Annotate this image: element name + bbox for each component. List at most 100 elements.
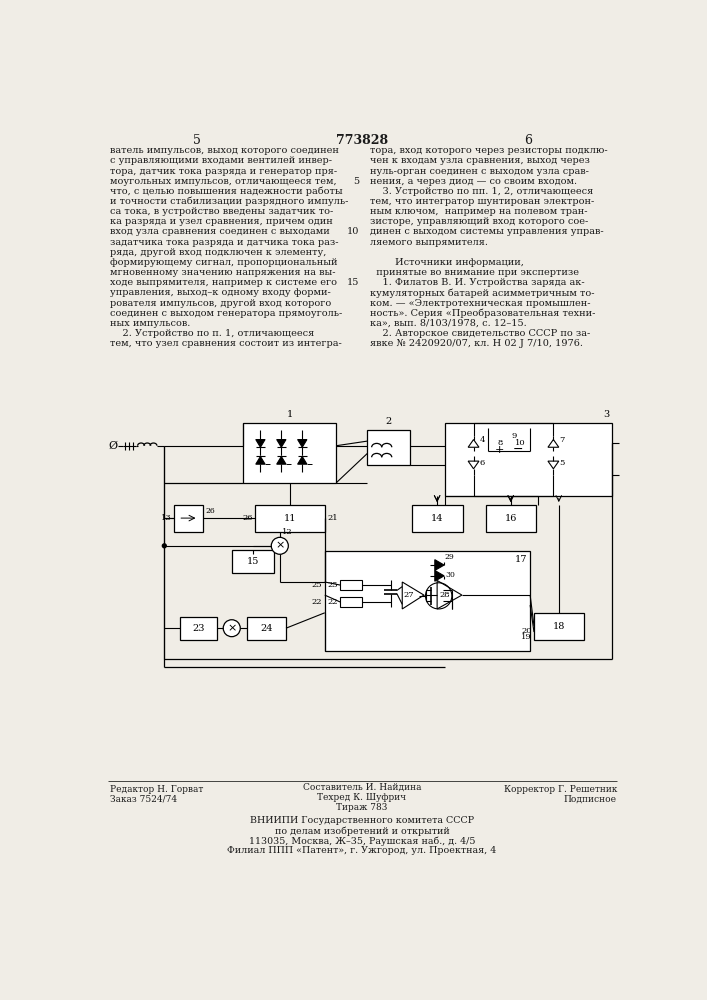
- Text: Филиал ППП «Патент», г. Ужгород, ул. Проектная, 4: Филиал ППП «Патент», г. Ужгород, ул. Про…: [228, 846, 496, 855]
- Text: явке № 2420920/07, кл. H 02 J 7/10, 1976.: явке № 2420920/07, кл. H 02 J 7/10, 1976…: [370, 339, 583, 348]
- Text: 8: 8: [498, 439, 503, 447]
- Text: 25: 25: [312, 581, 322, 589]
- Text: моугольных импульсов, отличающееся тем,: моугольных импульсов, отличающееся тем,: [110, 177, 337, 186]
- Text: 773828: 773828: [336, 134, 388, 147]
- Text: формирующему сигнал, пропорциональный: формирующему сигнал, пропорциональный: [110, 258, 337, 267]
- Text: 30: 30: [445, 571, 455, 579]
- Text: ляемого выпрямителя.: ляемого выпрямителя.: [370, 238, 488, 247]
- Bar: [534, 613, 585, 640]
- Text: соединен с выходом генератора прямоуголь-: соединен с выходом генератора прямоуголь…: [110, 309, 342, 318]
- Text: 10: 10: [515, 439, 525, 447]
- Text: 20: 20: [521, 627, 532, 635]
- Text: 12: 12: [282, 528, 293, 536]
- Text: 5: 5: [353, 177, 359, 186]
- Bar: [445, 423, 612, 496]
- Text: ка», вып. 8/103/1978, с. 12–15.: ка», вып. 8/103/1978, с. 12–15.: [370, 319, 527, 328]
- Text: 2. Устройство по п. 1, отличающееся: 2. Устройство по п. 1, отличающееся: [110, 329, 315, 338]
- Text: 2: 2: [385, 417, 392, 426]
- Text: ным ключом,  например на полевом тран-: ным ключом, например на полевом тран-: [370, 207, 588, 216]
- Text: 113035, Москва, Ж–35, Раушская наб., д. 4/5: 113035, Москва, Ж–35, Раушская наб., д. …: [249, 836, 475, 846]
- Polygon shape: [298, 456, 307, 464]
- Text: и точности стабилизации разрядного импуль-: и точности стабилизации разрядного импул…: [110, 197, 349, 207]
- Circle shape: [223, 620, 240, 637]
- Text: управления, выход–к одному входу форми-: управления, выход–к одному входу форми-: [110, 288, 331, 297]
- Text: 2. Авторское свидетельство СССР по за-: 2. Авторское свидетельство СССР по за-: [370, 329, 590, 338]
- Polygon shape: [256, 440, 265, 447]
- Text: 23: 23: [192, 624, 204, 633]
- Text: что, с целью повышения надежности работы: что, с целью повышения надежности работы: [110, 187, 343, 196]
- Text: 25: 25: [327, 581, 338, 589]
- Text: нуль-орган соединен с выходом узла срав-: нуль-орган соединен с выходом узла срав-: [370, 167, 588, 176]
- Text: 10: 10: [346, 227, 359, 236]
- Bar: [486, 505, 537, 532]
- Text: +: +: [494, 445, 504, 455]
- Text: 26: 26: [206, 507, 215, 515]
- Text: 29: 29: [445, 553, 455, 561]
- Text: са тока, в устройство введены задатчик то-: са тока, в устройство введены задатчик т…: [110, 207, 333, 216]
- Text: 15: 15: [346, 278, 359, 287]
- Polygon shape: [256, 456, 265, 464]
- Polygon shape: [298, 440, 307, 447]
- Text: зисторе, управляющий вход которого сое-: зисторе, управляющий вход которого сое-: [370, 217, 588, 226]
- Text: 1. Филатов В. И. Устройства заряда ак-: 1. Филатов В. И. Устройства заряда ак-: [370, 278, 584, 287]
- Text: ряда, другой вход подключен к элементу,: ряда, другой вход подключен к элементу,: [110, 248, 327, 257]
- Text: 17: 17: [515, 555, 528, 564]
- Circle shape: [426, 583, 452, 609]
- Circle shape: [163, 544, 166, 548]
- Text: −: −: [513, 443, 523, 456]
- Text: принятые во внимание при экспертизе: принятые во внимание при экспертизе: [370, 268, 579, 277]
- Text: динен с выходом системы управления управ-: динен с выходом системы управления управ…: [370, 227, 603, 236]
- Text: 16: 16: [505, 514, 518, 523]
- Text: 28: 28: [440, 591, 450, 599]
- Text: кумуляторных батарей асимметричным то-: кумуляторных батарей асимметричным то-: [370, 288, 594, 298]
- Bar: [340, 580, 362, 590]
- Text: Подписное: Подписное: [564, 795, 617, 804]
- Bar: [255, 505, 325, 532]
- Text: 21: 21: [327, 514, 338, 522]
- Polygon shape: [276, 456, 286, 464]
- Text: Источники информации,: Источники информации,: [370, 258, 524, 267]
- Text: 14: 14: [431, 514, 444, 523]
- Text: ных импульсов.: ных импульсов.: [110, 319, 190, 328]
- Text: 26: 26: [243, 514, 252, 522]
- Text: Редактор Н. Горват: Редактор Н. Горват: [110, 785, 204, 794]
- Text: Техред К. Шуфрич: Техред К. Шуфрич: [317, 793, 407, 802]
- Text: 6: 6: [524, 134, 532, 147]
- Text: 1: 1: [287, 410, 293, 419]
- Bar: [174, 505, 203, 532]
- Bar: [247, 617, 286, 640]
- Text: 24: 24: [260, 624, 273, 633]
- Bar: [325, 551, 530, 651]
- Text: 7: 7: [559, 436, 565, 444]
- Text: вход узла сравнения соединен с выходами: вход узла сравнения соединен с выходами: [110, 227, 330, 236]
- Text: по делам изобретений и открытий: по делам изобретений и открытий: [274, 826, 450, 836]
- Text: 13: 13: [160, 514, 171, 522]
- Text: 22: 22: [312, 598, 322, 606]
- Text: 15: 15: [247, 557, 259, 566]
- Text: 6: 6: [480, 459, 485, 467]
- Text: 22: 22: [327, 598, 337, 606]
- Text: Тираж 783: Тираж 783: [337, 803, 387, 812]
- Polygon shape: [435, 570, 444, 581]
- Text: Составитель И. Найдина: Составитель И. Найдина: [303, 783, 421, 792]
- Bar: [368, 430, 410, 465]
- Text: Ø: Ø: [109, 441, 118, 451]
- Text: тем, что узел сравнения состоит из интегра-: тем, что узел сравнения состоит из интег…: [110, 339, 341, 348]
- Text: 9: 9: [512, 432, 517, 440]
- Text: ватель импульсов, выход которого соединен: ватель импульсов, выход которого соедине…: [110, 146, 339, 155]
- Text: рователя импульсов, другой вход которого: рователя импульсов, другой вход которого: [110, 299, 332, 308]
- Bar: [340, 597, 362, 607]
- Text: ×: ×: [227, 623, 236, 633]
- Text: 11: 11: [284, 514, 296, 523]
- Text: 5: 5: [559, 459, 565, 467]
- Text: 5: 5: [193, 134, 201, 147]
- Text: 3: 3: [603, 410, 609, 419]
- Bar: [243, 423, 337, 483]
- Circle shape: [271, 537, 288, 554]
- Text: ком. — «Электротехническая промышлен-: ком. — «Электротехническая промышлен-: [370, 299, 590, 308]
- Text: ходе выпрямителя, например к системе его: ходе выпрямителя, например к системе его: [110, 278, 337, 287]
- Text: тем, что интегратор шунтирован электрон-: тем, что интегратор шунтирован электрон-: [370, 197, 594, 206]
- Text: 3. Устройство по пп. 1, 2, отличающееся: 3. Устройство по пп. 1, 2, отличающееся: [370, 187, 593, 196]
- Text: тора, датчик тока разряда и генератор пря-: тора, датчик тока разряда и генератор пр…: [110, 167, 337, 176]
- Text: 27: 27: [403, 591, 414, 599]
